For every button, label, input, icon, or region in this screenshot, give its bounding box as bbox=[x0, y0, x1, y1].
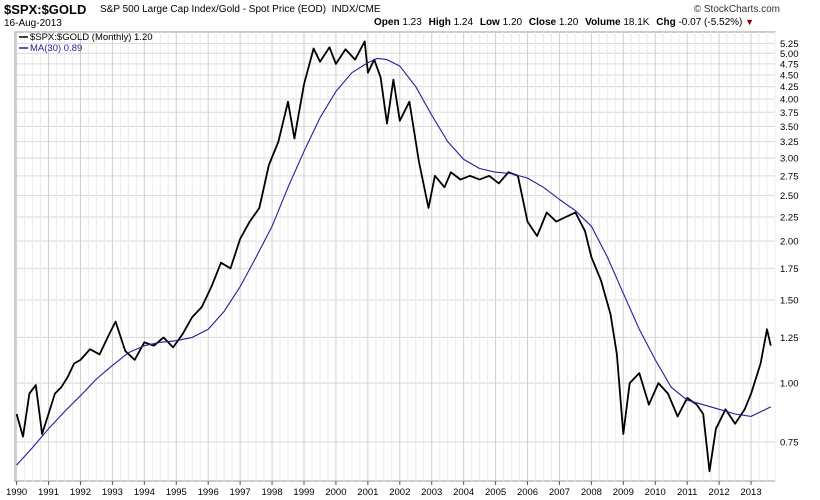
volume-label: Volume bbox=[585, 17, 621, 28]
legend-label-ma: MA(30) 0.89 bbox=[30, 43, 82, 54]
x-tick-label: 2003 bbox=[421, 487, 442, 498]
y-tick-label: 1.75 bbox=[780, 264, 799, 275]
ohlc-readout: Open 1.23 High 1.24 Low 1.20 Close 1.20 … bbox=[370, 17, 754, 28]
x-tick-label: 2008 bbox=[581, 487, 602, 498]
x-tick-label: 1992 bbox=[70, 487, 91, 498]
y-tick-label: 2.00 bbox=[780, 237, 799, 248]
legend: $SPX:$GOLD (Monthly) 1.20 MA(30) 0.89 bbox=[19, 32, 153, 54]
x-tick-label: 2002 bbox=[389, 487, 410, 498]
x-tick-label: 2004 bbox=[453, 487, 474, 498]
y-tick-label: 4.00 bbox=[780, 95, 799, 106]
y-tick-label: 4.50 bbox=[780, 70, 799, 81]
y-tick-label: 3.25 bbox=[780, 137, 799, 148]
x-tick-label: 1990 bbox=[6, 487, 27, 498]
close-value: 1.20 bbox=[558, 17, 579, 28]
x-tick-label: 1994 bbox=[134, 487, 155, 498]
x-tick-label: 2010 bbox=[645, 487, 666, 498]
x-tick-label: 2011 bbox=[677, 487, 697, 498]
y-tick-label: 1.00 bbox=[780, 379, 799, 390]
x-tick-label: 2001 bbox=[357, 487, 378, 498]
volume-value: 18.1K bbox=[623, 17, 650, 28]
x-tick-label: 1996 bbox=[198, 487, 219, 498]
grid-lines bbox=[15, 32, 776, 481]
symbol-description: S&P 500 Large Cap Index/Gold - Spot Pric… bbox=[100, 4, 381, 15]
x-tick-label: 1998 bbox=[261, 487, 282, 498]
ma30-series-line bbox=[16, 57, 772, 466]
close-label: Close bbox=[528, 17, 557, 28]
x-tick-label: 1997 bbox=[230, 487, 251, 498]
y-tick-label: 4.75 bbox=[780, 59, 799, 70]
description-text: S&P 500 Large Cap Index/Gold - Spot Pric… bbox=[100, 4, 327, 15]
y-tick-label: 0.75 bbox=[780, 438, 799, 449]
x-tick-label: 1995 bbox=[166, 487, 187, 498]
x-axis-ticks: 1990 1991 1992 1993 1994 1995 1996 1997 1998 1999… bbox=[6, 481, 762, 498]
brand-logo[interactable]: © StockCharts.com bbox=[693, 4, 780, 15]
open-label: Open bbox=[374, 17, 400, 28]
exchange-text: INDX/CME bbox=[331, 4, 381, 15]
low-label: Low bbox=[479, 17, 500, 28]
symbol-title: $SPX:$GOLD bbox=[4, 2, 87, 17]
y-tick-label: 4.25 bbox=[780, 82, 799, 93]
y-tick-label: 3.00 bbox=[780, 154, 799, 165]
y-tick-label: 3.75 bbox=[780, 108, 799, 119]
y-tick-label: 5.25 bbox=[780, 39, 799, 50]
price-series-line bbox=[15, 40, 772, 473]
x-tick-label: 2012 bbox=[709, 487, 730, 498]
chart-date: 16-Aug-2013 bbox=[4, 18, 62, 29]
x-tick-label: 1993 bbox=[102, 487, 123, 498]
triangle-down-icon: ▼ bbox=[745, 17, 755, 27]
x-tick-label: 2013 bbox=[740, 487, 761, 498]
x-tick-label: 2000 bbox=[325, 487, 346, 498]
x-tick-label: 1991 bbox=[38, 487, 59, 498]
high-value: 1.24 bbox=[453, 17, 474, 28]
y-tick-label: 5.00 bbox=[780, 49, 799, 60]
x-tick-label: 2005 bbox=[485, 487, 506, 498]
open-value: 1.23 bbox=[402, 17, 422, 28]
y-tick-label: 2.25 bbox=[780, 212, 799, 223]
series-lines bbox=[15, 40, 772, 473]
chg-value: -0.07 (-5.52%) bbox=[678, 17, 743, 28]
y-tick-label: 2.75 bbox=[780, 171, 799, 182]
chart-header: $SPX:$GOLD S&P 500 Large Cap Index/Gold … bbox=[0, 0, 820, 32]
legend-label-price: $SPX:$GOLD (Monthly) 1.20 bbox=[30, 32, 153, 43]
high-label: High bbox=[428, 17, 451, 28]
x-tick-label: 1999 bbox=[293, 487, 314, 498]
y-tick-label: 2.50 bbox=[780, 191, 799, 202]
x-tick-label: 2007 bbox=[549, 487, 570, 498]
y-tick-label: 1.25 bbox=[780, 333, 799, 344]
y-tick-label: 3.50 bbox=[780, 122, 799, 133]
chg-label: Chg bbox=[656, 17, 676, 28]
y-tick-label: 1.50 bbox=[780, 296, 799, 307]
x-tick-label: 2006 bbox=[517, 487, 538, 498]
x-tick-label: 2009 bbox=[613, 487, 634, 498]
y-axis-ticks: 0.75 1.00 1.25 1.50 1.75 2.00 2.25 2.50 2.75 3.00… bbox=[780, 39, 799, 449]
low-value: 1.20 bbox=[502, 17, 523, 28]
